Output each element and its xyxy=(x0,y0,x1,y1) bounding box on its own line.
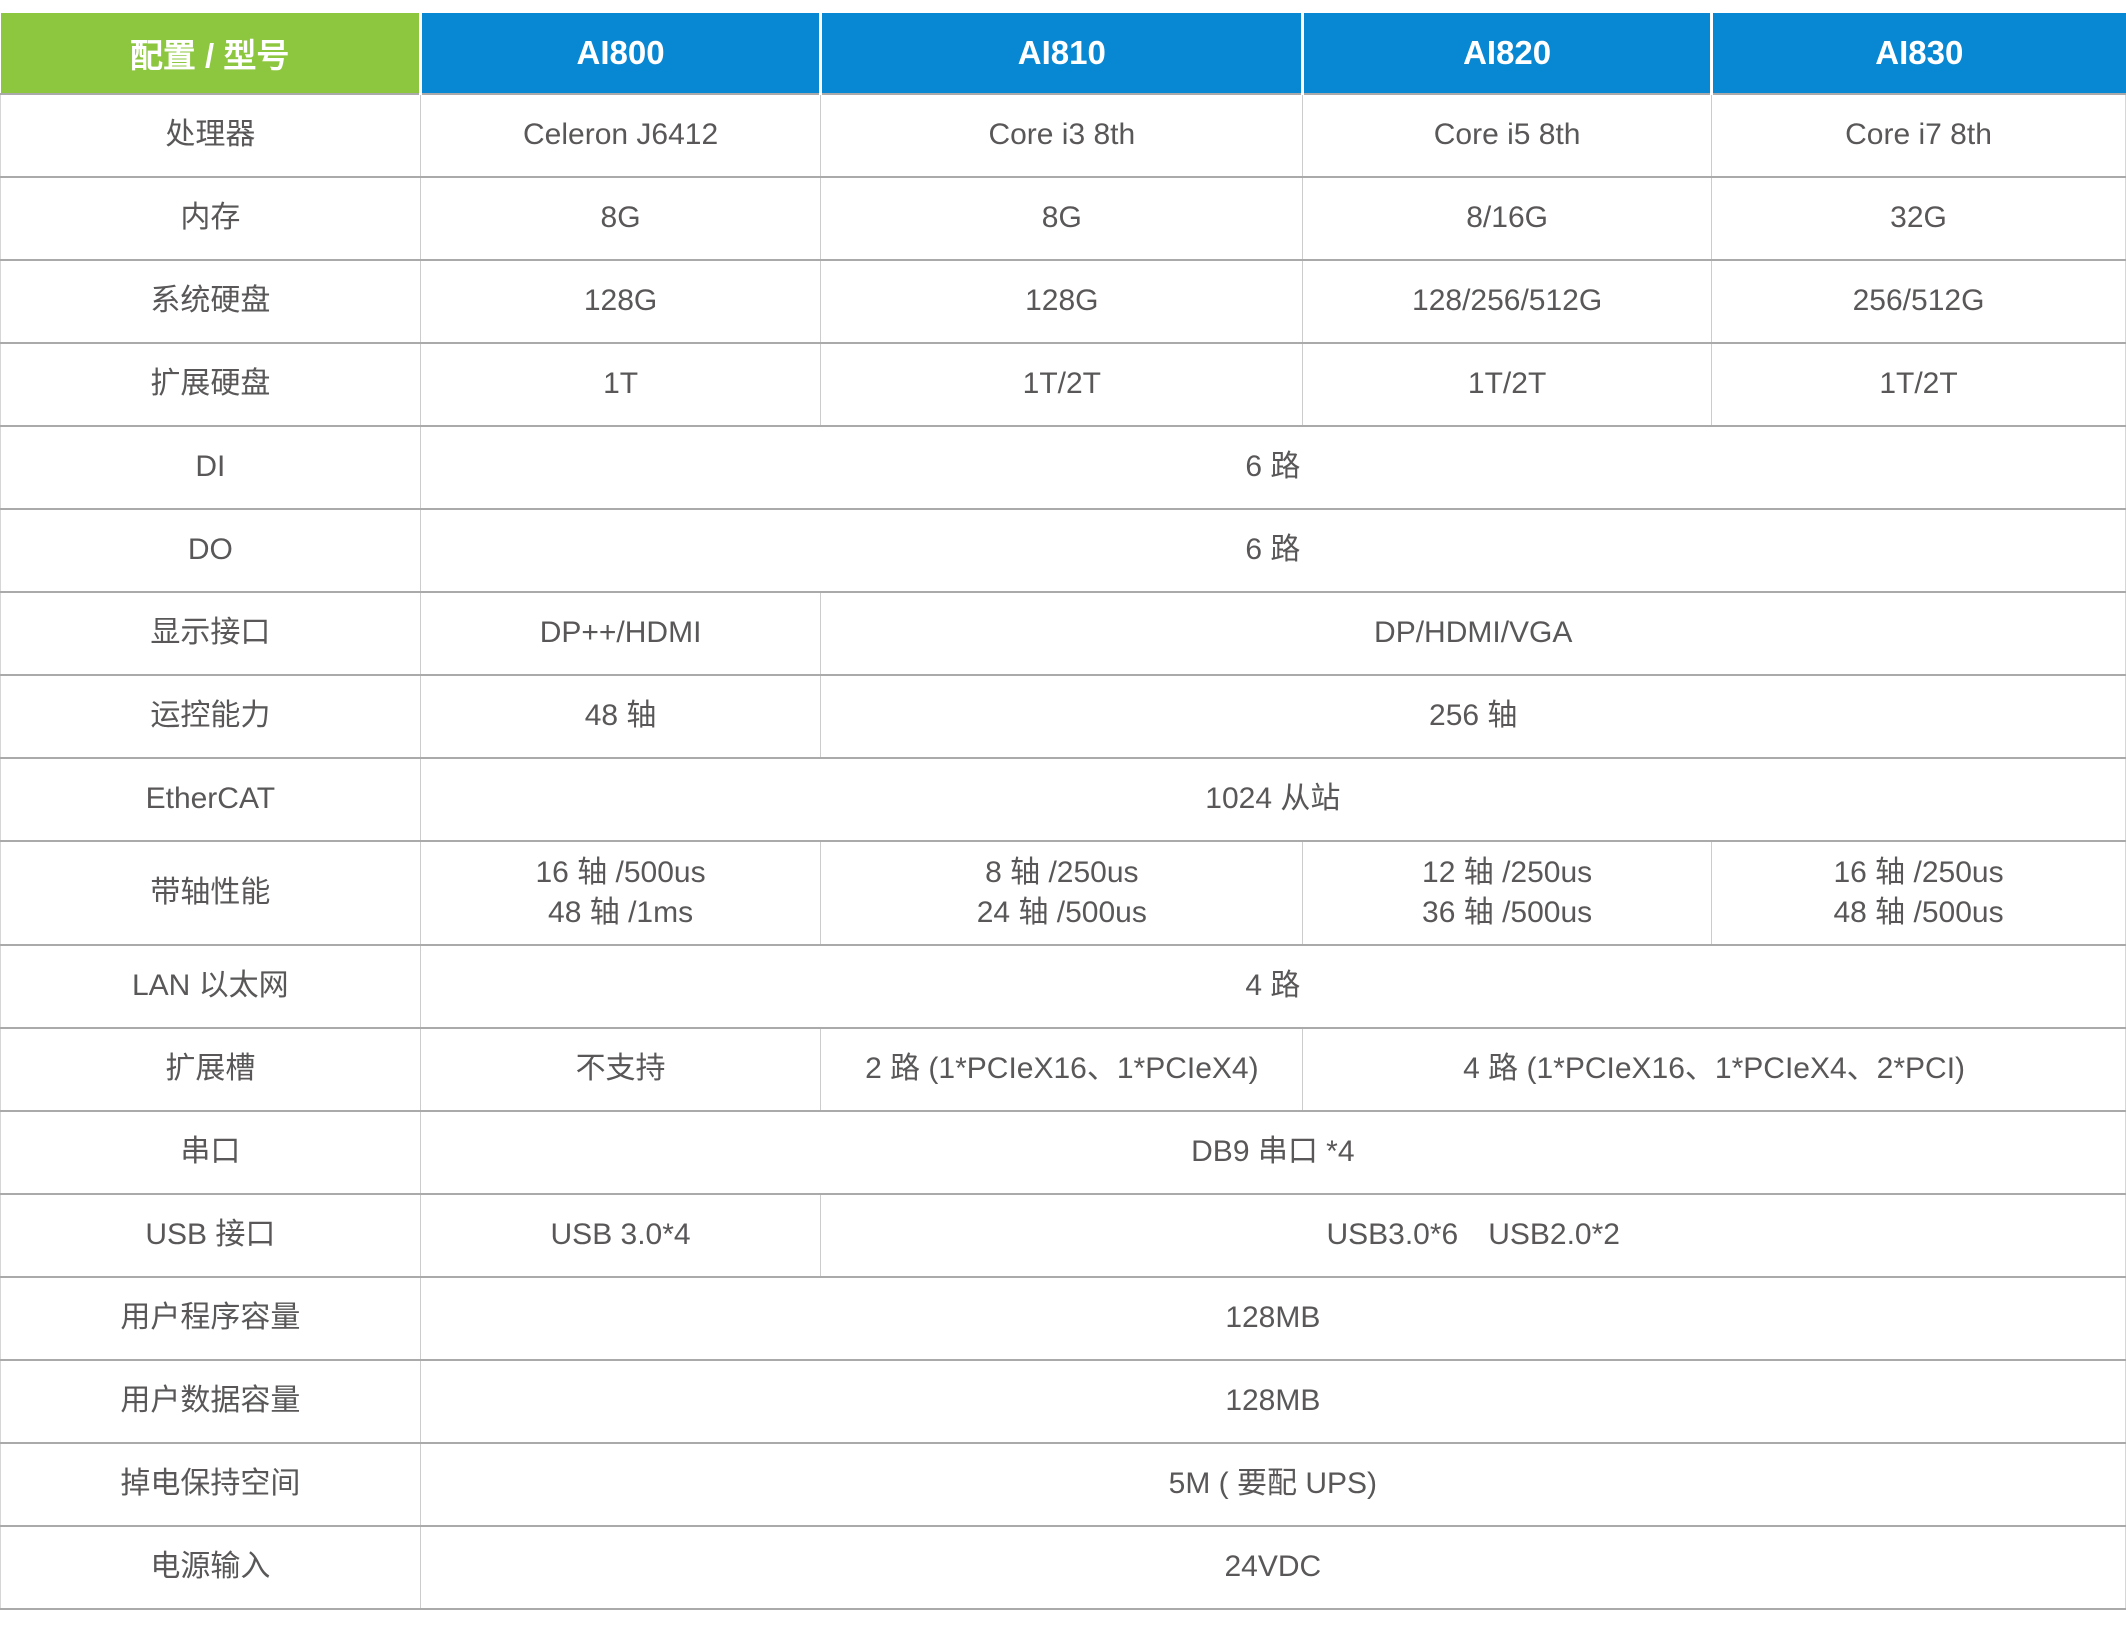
spec-cell: 6 路 xyxy=(419,425,2126,510)
table-row: 带轴性能 16 轴 /500us 48 轴 /1ms 8 轴 /250us 24 轴… xyxy=(0,840,2126,946)
table-row: 系统硬盘 128G 128G 128/256/512G 256/512G xyxy=(0,259,2126,344)
row-label: 内存 xyxy=(0,176,421,261)
table-row: LAN 以太网 4 路 xyxy=(0,944,2126,1029)
spec-cell: 256 轴 xyxy=(820,674,2126,759)
spec-comparison-table: 配置 / 型号 AI800 AI810 AI820 AI830 处理器 Celer… xyxy=(0,13,2126,1610)
spec-cell: 48 轴 xyxy=(419,674,822,759)
spec-cell: Core i7 8th xyxy=(1711,93,2126,178)
row-label: 运控能力 xyxy=(0,674,421,759)
spec-cell: 2 路 (1*PCIeX16、1*PCIeX4) xyxy=(820,1027,1304,1112)
row-label: USB 接口 xyxy=(0,1193,421,1278)
spec-table-body: 处理器 Celeron J6412 Core i3 8th Core i5 8th Co… xyxy=(0,93,2126,1610)
spec-cell: 8G xyxy=(419,176,822,261)
spec-cell: 16 轴 /500us 48 轴 /1ms xyxy=(419,840,822,946)
row-label: 带轴性能 xyxy=(0,840,421,946)
table-row: DI 6 路 xyxy=(0,425,2126,510)
header-config-model: 配置 / 型号 xyxy=(0,13,421,94)
table-row: 用户程序容量 128MB xyxy=(0,1276,2126,1361)
spec-cell: 1T/2T xyxy=(820,342,1304,427)
row-label: 用户程序容量 xyxy=(0,1276,421,1361)
spec-cell: 12 轴 /250us 36 轴 /500us xyxy=(1302,840,1713,946)
spec-cell: 1T/2T xyxy=(1302,342,1713,427)
spec-cell: 16 轴 /250us 48 轴 /500us xyxy=(1711,840,2126,946)
spec-cell: 1T xyxy=(419,342,822,427)
table-row: 串口 DB9 串口 *4 xyxy=(0,1110,2126,1195)
row-label: 串口 xyxy=(0,1110,421,1195)
table-row: 处理器 Celeron J6412 Core i3 8th Core i5 8th Co… xyxy=(0,93,2126,178)
row-label: 处理器 xyxy=(0,93,421,178)
table-header-row: 配置 / 型号 AI800 AI810 AI820 AI830 xyxy=(0,13,2126,94)
row-label: 掉电保持空间 xyxy=(0,1442,421,1527)
spec-cell: Celeron J6412 xyxy=(419,93,822,178)
row-label: 用户数据容量 xyxy=(0,1359,421,1444)
spec-cell: 128/256/512G xyxy=(1302,259,1713,344)
table-row: 内存 8G 8G 8/16G 32G xyxy=(0,176,2126,261)
table-row: 用户数据容量 128MB xyxy=(0,1359,2126,1444)
table-row: 显示接口 DP++/HDMI DP/HDMI/VGA xyxy=(0,591,2126,676)
row-label: 显示接口 xyxy=(0,591,421,676)
row-label: DO xyxy=(0,508,421,593)
spec-cell: Core i5 8th xyxy=(1302,93,1713,178)
spec-cell: 32G xyxy=(1711,176,2126,261)
spec-cell: 128G xyxy=(820,259,1304,344)
table-row: 运控能力 48 轴 256 轴 xyxy=(0,674,2126,759)
row-label: 扩展硬盘 xyxy=(0,342,421,427)
spec-cell: 8G xyxy=(820,176,1304,261)
header-model-ai810: AI810 xyxy=(819,13,1303,94)
row-label: EtherCAT xyxy=(0,757,421,842)
spec-cell: DP++/HDMI xyxy=(419,591,822,676)
row-label: 系统硬盘 xyxy=(0,259,421,344)
header-model-ai830: AI830 xyxy=(1710,13,2126,94)
header-model-ai800: AI800 xyxy=(418,13,821,94)
table-row: DO 6 路 xyxy=(0,508,2126,593)
row-label: LAN 以太网 xyxy=(0,944,421,1029)
spec-cell: USB3.0*6 USB2.0*2 xyxy=(820,1193,2126,1278)
spec-cell: 4 路 xyxy=(419,944,2126,1029)
row-label: DI xyxy=(0,425,421,510)
spec-cell: 不支持 xyxy=(419,1027,822,1112)
spec-cell: USB 3.0*4 xyxy=(419,1193,822,1278)
spec-cell: 8 轴 /250us 24 轴 /500us xyxy=(820,840,1304,946)
spec-cell: 24VDC xyxy=(419,1525,2126,1610)
spec-cell: 128MB xyxy=(419,1359,2126,1444)
row-label: 电源输入 xyxy=(0,1525,421,1610)
row-label: 扩展槽 xyxy=(0,1027,421,1112)
spec-cell: 1024 从站 xyxy=(419,757,2126,842)
spec-cell: 128G xyxy=(419,259,822,344)
spec-cell: 5M ( 要配 UPS) xyxy=(419,1442,2126,1527)
table-row: 掉电保持空间 5M ( 要配 UPS) xyxy=(0,1442,2126,1527)
spec-cell: 6 路 xyxy=(419,508,2126,593)
spec-cell: Core i3 8th xyxy=(820,93,1304,178)
header-model-ai820: AI820 xyxy=(1301,13,1712,94)
spec-cell: 256/512G xyxy=(1711,259,2126,344)
spec-cell: DB9 串口 *4 xyxy=(419,1110,2126,1195)
table-row: EtherCAT 1024 从站 xyxy=(0,757,2126,842)
table-row: USB 接口 USB 3.0*4 USB3.0*6 USB2.0*2 xyxy=(0,1193,2126,1278)
spec-cell: 1T/2T xyxy=(1711,342,2126,427)
spec-cell: DP/HDMI/VGA xyxy=(820,591,2126,676)
table-row: 扩展槽 不支持 2 路 (1*PCIeX16、1*PCIeX4) 4 路 (1*PCI… xyxy=(0,1027,2126,1112)
spec-cell: 8/16G xyxy=(1302,176,1713,261)
table-row: 电源输入 24VDC xyxy=(0,1525,2126,1610)
spec-cell: 4 路 (1*PCIeX16、1*PCIeX4、2*PCI) xyxy=(1302,1027,2126,1112)
spec-cell: 128MB xyxy=(419,1276,2126,1361)
table-row: 扩展硬盘 1T 1T/2T 1T/2T 1T/2T xyxy=(0,342,2126,427)
